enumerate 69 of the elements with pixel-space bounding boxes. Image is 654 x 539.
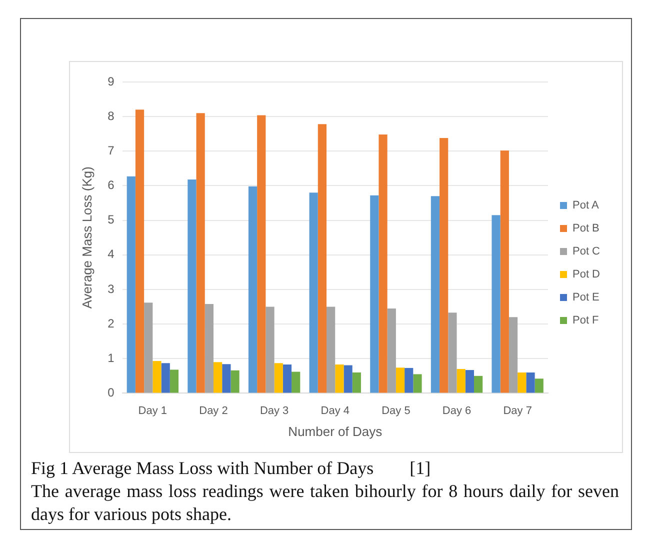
bar xyxy=(370,195,379,393)
y-tick-label: 1 xyxy=(108,350,115,365)
bar xyxy=(518,372,526,393)
bar xyxy=(282,364,292,393)
x-tick-label: Day 1 xyxy=(138,404,168,417)
y-tick-label: 8 xyxy=(108,108,115,123)
legend-label: Pot A xyxy=(572,200,600,212)
caption: Fig 1 Average Mass Loss with Number of Days [1] xyxy=(31,457,432,480)
bar xyxy=(161,363,170,393)
legend-label: Pot F xyxy=(572,314,600,327)
x-tick-label: Day 4 xyxy=(320,404,350,417)
bar xyxy=(274,363,283,393)
legend-label: Pot C xyxy=(572,246,600,258)
bar xyxy=(396,368,405,393)
bar xyxy=(292,372,300,393)
x-tick-label: Day 6 xyxy=(442,404,472,417)
bar xyxy=(214,362,222,393)
bar xyxy=(152,361,162,393)
bar xyxy=(222,364,231,393)
x-tick-label: Day 3 xyxy=(260,404,289,417)
bar xyxy=(500,150,509,393)
y-axis-title: Average Mass Loss (Kg) xyxy=(79,166,94,309)
x-axis-title: Number of Days xyxy=(288,424,383,439)
y-tick-label: 9 xyxy=(108,74,115,88)
x-tick-label: Day 7 xyxy=(503,404,532,417)
bar xyxy=(318,124,327,393)
x-tick-label: Day 2 xyxy=(199,404,228,417)
bar xyxy=(440,138,448,393)
bar xyxy=(144,302,153,393)
bar xyxy=(448,312,457,393)
bar xyxy=(508,317,518,393)
bar xyxy=(378,134,388,393)
bar xyxy=(492,215,500,393)
bar xyxy=(456,368,466,393)
y-tick-label: 3 xyxy=(108,282,115,296)
bar xyxy=(248,186,258,393)
y-tick-label: 4 xyxy=(108,247,115,262)
y-tick-label: 7 xyxy=(108,143,115,158)
bar xyxy=(335,364,344,393)
bar xyxy=(188,180,196,393)
legend-label: Pot E xyxy=(572,292,600,304)
y-tick-label: 5 xyxy=(108,212,115,227)
bar xyxy=(257,115,266,393)
bar xyxy=(534,378,544,393)
bar xyxy=(430,196,440,393)
bar xyxy=(526,372,535,393)
bar xyxy=(266,306,274,393)
bar xyxy=(465,370,474,393)
text: The average mass loss readings were taken bihourly for 8 hours daily for seven days for various pots shape. xyxy=(31,480,619,526)
bar xyxy=(170,370,179,393)
bar xyxy=(230,370,240,393)
legend-label: Pot D xyxy=(572,268,600,281)
x-tick-label: Day 5 xyxy=(382,404,410,417)
bar xyxy=(126,176,136,393)
bar xyxy=(404,368,414,393)
legend-label: Pot B xyxy=(572,222,600,235)
bar xyxy=(474,376,483,393)
bar xyxy=(387,308,396,393)
y-tick-label: 6 xyxy=(108,178,115,192)
bar xyxy=(326,306,336,393)
bar xyxy=(204,304,214,393)
y-tick-label: 0 xyxy=(108,386,115,400)
bar xyxy=(352,372,361,393)
bar xyxy=(413,374,422,393)
bar xyxy=(344,365,352,393)
bar xyxy=(196,113,205,393)
y-tick-label: 2 xyxy=(108,316,115,330)
bar xyxy=(135,110,144,393)
bar xyxy=(309,192,318,393)
